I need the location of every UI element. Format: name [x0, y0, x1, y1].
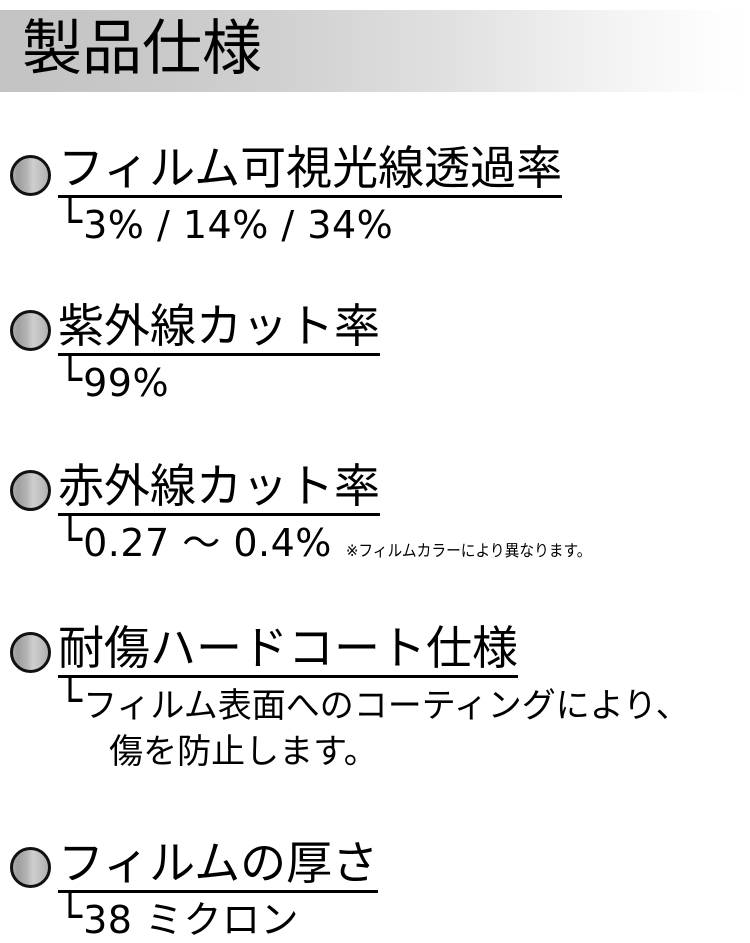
spec-item-scratch-resistant-hard-coat: 耐傷ハードコート仕様 └ フィルム表面へのコーティングにより、 傷を防止します。: [0, 608, 750, 775]
corner-bracket-icon: └: [58, 678, 83, 724]
spec-value-line: フィルム表面へのコーティングにより、: [83, 686, 690, 726]
spec-item-ir-cut-rate: 赤外線カット率 └ 0.27 ～ 0.4% ※フィルムカラーにより異なります。: [0, 446, 750, 566]
spec-heading: 耐傷ハードコート仕様: [58, 622, 518, 678]
spec-item-film-thickness: フィルムの厚さ └ 38 ミクロン: [0, 823, 750, 943]
spec-heading-row: 耐傷ハードコート仕様: [0, 608, 750, 678]
corner-bracket-icon: └: [58, 517, 83, 563]
spec-heading-row: 赤外線カット率: [0, 446, 750, 516]
spec-heading-row: 紫外線カット率: [0, 286, 750, 356]
spec-value: 3% / 14% / 34%: [83, 203, 394, 247]
spec-value-block: フィルム表面へのコーティングにより、 傷を防止します。: [83, 683, 690, 775]
spec-heading: 紫外線カット率: [58, 300, 380, 356]
filled-circle-icon: [10, 310, 51, 351]
spec-heading-row: フィルム可視光線透過率: [0, 128, 750, 198]
header-band: [0, 10, 750, 92]
spec-item-uv-cut-rate: 紫外線カット率 └ 99%: [0, 286, 750, 406]
spec-value-note: ※フィルムカラーにより異なります。: [345, 541, 592, 560]
spec-heading: フィルム可視光線透過率: [58, 142, 563, 198]
filled-circle-icon: [10, 470, 51, 511]
spec-value-row: └ 99%: [58, 357, 750, 406]
spec-item-visible-light-transmittance: フィルム可視光線透過率 └ 3% / 14% / 34%: [0, 128, 750, 248]
corner-bracket-icon: └: [58, 199, 83, 245]
spec-value-row: └ 38 ミクロン: [58, 894, 750, 943]
spec-heading-row: フィルムの厚さ: [0, 823, 750, 893]
spec-list: フィルム可視光線透過率 └ 3% / 14% / 34% 紫外線カット率 └ 9…: [0, 128, 750, 943]
spec-value-row: └ フィルム表面へのコーティングにより、 傷を防止します。: [58, 678, 750, 775]
filled-circle-icon: [10, 632, 51, 673]
corner-bracket-icon: └: [58, 894, 83, 940]
spec-heading: 赤外線カット率: [58, 460, 380, 516]
filled-circle-icon: [10, 155, 51, 196]
corner-bracket-icon: └: [58, 357, 83, 403]
spec-value: 99%: [83, 361, 170, 405]
spec-value: 0.27 ～ 0.4%: [83, 521, 332, 565]
spec-value-row: └ 0.27 ～ 0.4% ※フィルムカラーにより異なります。: [58, 517, 750, 566]
spec-heading: フィルムの厚さ: [58, 837, 379, 893]
spec-value-row: └ 3% / 14% / 34%: [58, 199, 750, 248]
spec-value-line: 傷を防止します。: [109, 732, 378, 772]
spec-value: 38 ミクロン: [83, 898, 300, 942]
filled-circle-icon: [10, 847, 51, 888]
page-title: 製品仕様: [22, 14, 262, 84]
